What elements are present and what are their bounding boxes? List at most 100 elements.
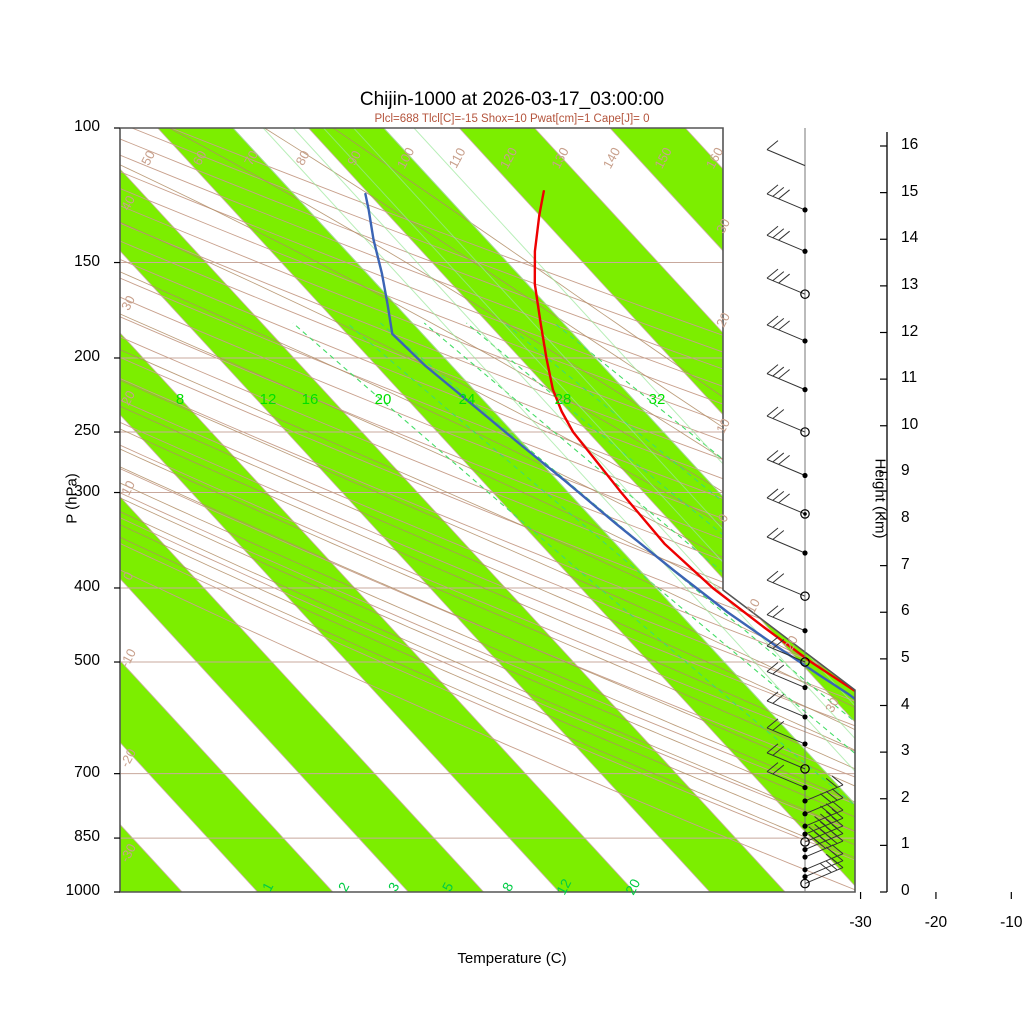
wind-level-dot: [802, 811, 808, 817]
wind-barb-feather: [772, 271, 785, 281]
dry-adiabat-label: 20: [781, 633, 801, 653]
temperature-tick-label: -10: [1000, 914, 1023, 931]
wind-barb-feather: [772, 745, 785, 756]
dry-adiabat: [120, 128, 855, 892]
wind-barb-feather: [772, 607, 785, 618]
wind-level-circle: [800, 657, 810, 667]
temperature-profile: [533, 190, 855, 861]
wind-barb-feather: [820, 805, 832, 816]
wind-barb-feather: [766, 605, 779, 616]
dry-adiabat: [120, 128, 855, 892]
wind-barb-feather: [825, 778, 838, 788]
moist-adiabat: [120, 128, 855, 892]
height-tick-label: 12: [901, 322, 919, 340]
shade-band: [120, 128, 484, 892]
wind-barb-feather: [766, 406, 779, 417]
wind-barb-shaft: [766, 324, 806, 342]
pressure-tick-label: 1000: [65, 882, 100, 899]
wind-barb-feather: [778, 273, 790, 284]
height-tick-label: 10: [901, 415, 919, 433]
wind-level-dot: [802, 248, 808, 254]
pressure-tick-label: 150: [74, 252, 100, 270]
wind-barb-shaft: [766, 234, 806, 252]
wind-level-circle: [800, 289, 810, 299]
height-tick-label: 2: [901, 788, 910, 806]
temperature-tick-label: -20: [924, 914, 948, 931]
wind-barb-shaft: [766, 536, 806, 554]
pressure-tick-label: 500: [74, 652, 100, 669]
dry-adiabat-label: 40: [118, 193, 138, 213]
wind-level-dot: [802, 684, 808, 691]
pressure-tick-label: 300: [74, 482, 100, 500]
wind-barb-shaft: [766, 149, 806, 167]
wind-barb-feather: [778, 369, 790, 379]
wind-level-circle: [800, 878, 810, 889]
wind-barb-feather: [766, 527, 779, 538]
dry-adiabat-label: 30: [822, 695, 842, 715]
wind-barb-feather: [778, 493, 790, 504]
wind-level-dot: [802, 628, 808, 634]
wind-barb-feather: [814, 823, 826, 834]
wind-barb-feather: [778, 189, 790, 200]
isotherm-label: 32: [649, 391, 666, 408]
wind-level-circle: [800, 427, 810, 437]
wind-barb-shaft: [766, 579, 806, 597]
dry-adiabat: [120, 128, 855, 892]
wind-level-dot: [802, 867, 808, 873]
wind-level-dot: [802, 846, 808, 853]
dry-adiabat-label: 20: [118, 388, 138, 408]
wind-barb-feather: [772, 228, 785, 239]
wind-level-dot: [802, 550, 808, 556]
wind-barb-feather: [772, 693, 785, 704]
shade-band: [157, 128, 855, 892]
dry-adiabat-label: 30: [118, 293, 138, 313]
wind-barb-feather: [772, 720, 785, 731]
wind-barb-feather: [831, 788, 844, 799]
wind-barb-feather: [766, 662, 779, 672]
wind-level-circle: [800, 591, 810, 601]
wind-barb-shaft: [766, 193, 806, 211]
wind-barb-feather: [772, 490, 785, 501]
wind-barb-feather: [820, 813, 832, 824]
isotherm-label: 28: [555, 391, 572, 408]
wind-level-dot: [802, 798, 808, 804]
pressure-tick-label: 200: [74, 347, 100, 365]
dry-adiabat-label: 90: [344, 148, 364, 168]
page-title: Chijin-1000 at 2026-03-17_03:00:00: [359, 89, 665, 110]
dry-adiabat: [120, 128, 855, 892]
wind-barb-feather: [766, 570, 779, 581]
wind-barb-shaft: [766, 415, 806, 433]
pressure-tick-label: 100: [74, 118, 100, 135]
moist-adiabat: [120, 128, 855, 892]
wind-barb-feather: [808, 826, 821, 837]
wind-barb-feather: [772, 452, 785, 463]
wind-barb-feather: [772, 664, 785, 675]
wind-barb-feather: [766, 488, 779, 499]
wind-barb-feather: [772, 639, 785, 649]
height-tick-label: 15: [901, 182, 919, 200]
moist-adiabat: [169, 128, 855, 892]
height-tick-label: 6: [901, 602, 910, 620]
height-tick-label: 14: [901, 229, 919, 247]
pressure-tick-label: 250: [74, 422, 100, 440]
moist-adiabat: [120, 128, 855, 892]
wind-barb-feather: [825, 790, 838, 801]
wind-barb-feather: [831, 775, 844, 786]
mixing-ratio-line: [423, 322, 855, 892]
mixing-ratio-label: 12: [553, 876, 575, 897]
pressure-tick-label: 700: [74, 763, 100, 781]
wind-level-dot: [802, 338, 808, 344]
dry-adiabat-label: 30: [713, 216, 733, 236]
mixing-ratio-label: 20: [622, 876, 644, 897]
wind-barb-feather: [766, 691, 779, 702]
wind-barb-feather: [766, 450, 779, 460]
moist-adiabat: [120, 128, 855, 892]
height-tick-label: 13: [901, 275, 919, 293]
wind-level-dot: [802, 874, 808, 880]
wind-barb-feather: [766, 184, 779, 195]
dry-adiabat-label: 10: [713, 416, 733, 436]
wind-barb-feather: [820, 793, 832, 804]
wind-barb-feather: [825, 811, 838, 821]
dry-adiabat: [120, 128, 855, 892]
wind-barb-feather: [772, 186, 785, 197]
